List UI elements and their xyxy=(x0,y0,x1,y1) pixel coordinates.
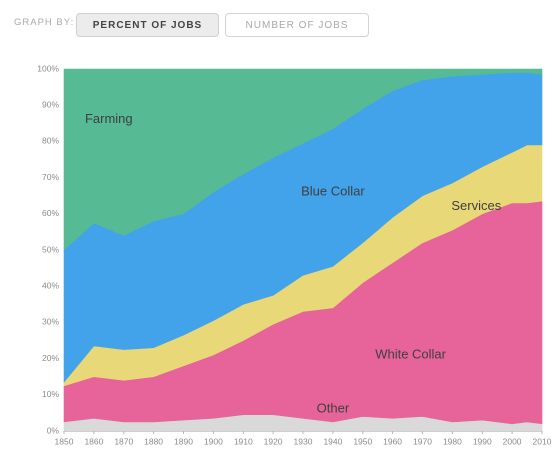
x-tick-label: 1950 xyxy=(353,436,372,446)
y-tick-label: 70% xyxy=(42,172,59,182)
x-tick-label: 1980 xyxy=(443,436,462,446)
y-tick-label: 80% xyxy=(42,136,59,146)
y-tick-label: 60% xyxy=(42,208,59,218)
y-axis: 0% 10% 20% 30% 40% 50% 60% 70% 80% 90% 100% xyxy=(37,63,59,435)
area-series-group xyxy=(63,68,543,432)
area-label-white-collar: White Collar xyxy=(375,346,446,361)
y-tick-label: 10% xyxy=(42,389,59,399)
area-label-other: Other xyxy=(317,401,350,416)
x-tick-label: 1900 xyxy=(204,436,223,446)
y-tick-label: 30% xyxy=(42,317,59,327)
percent-of-jobs-button[interactable]: PERCENT OF JOBS xyxy=(76,13,219,37)
area-label-blue-collar: Blue Collar xyxy=(301,184,365,199)
y-tick-label: 90% xyxy=(42,99,59,109)
graph-by-toolbar: GRAPH BY: PERCENT OF JOBS NUMBER OF JOBS xyxy=(0,0,560,50)
x-tick-label: 1880 xyxy=(144,436,163,446)
x-tick-label: 2010 xyxy=(533,436,552,446)
x-tick-label: 1860 xyxy=(84,436,103,446)
area-label-farming: Farming xyxy=(85,111,133,126)
number-of-jobs-button[interactable]: NUMBER OF JOBS xyxy=(225,13,369,37)
y-tick-label: 0% xyxy=(47,425,60,435)
area-label-services: Services xyxy=(451,198,501,213)
y-tick-label: 100% xyxy=(37,63,59,73)
x-tick-label: 1850 xyxy=(55,436,74,446)
x-tick-label: 1930 xyxy=(294,436,313,446)
y-tick-label: 50% xyxy=(42,244,59,254)
x-tick-label: 1870 xyxy=(114,436,133,446)
x-tick-label: 1910 xyxy=(234,436,253,446)
x-tick-label: 1960 xyxy=(383,436,402,446)
x-tick-label: 1970 xyxy=(413,436,432,446)
x-tick-label: 1890 xyxy=(174,436,193,446)
area-farming xyxy=(63,68,543,251)
x-axis: 1850 1860 1870 1880 1890 1900 1910 1920 1930 1940… xyxy=(55,431,552,446)
x-tick-label: 1940 xyxy=(323,436,342,446)
area-labels-group: Farming Blue Collar Services White Collar Ot… xyxy=(85,111,502,416)
x-tick-label: 1920 xyxy=(264,436,283,446)
x-tick-label: 1990 xyxy=(473,436,492,446)
x-tick-label: 2000 xyxy=(503,436,522,446)
y-tick-label: 40% xyxy=(42,280,59,290)
y-tick-label: 20% xyxy=(42,353,59,363)
graph-by-label: GRAPH BY: xyxy=(14,17,75,28)
